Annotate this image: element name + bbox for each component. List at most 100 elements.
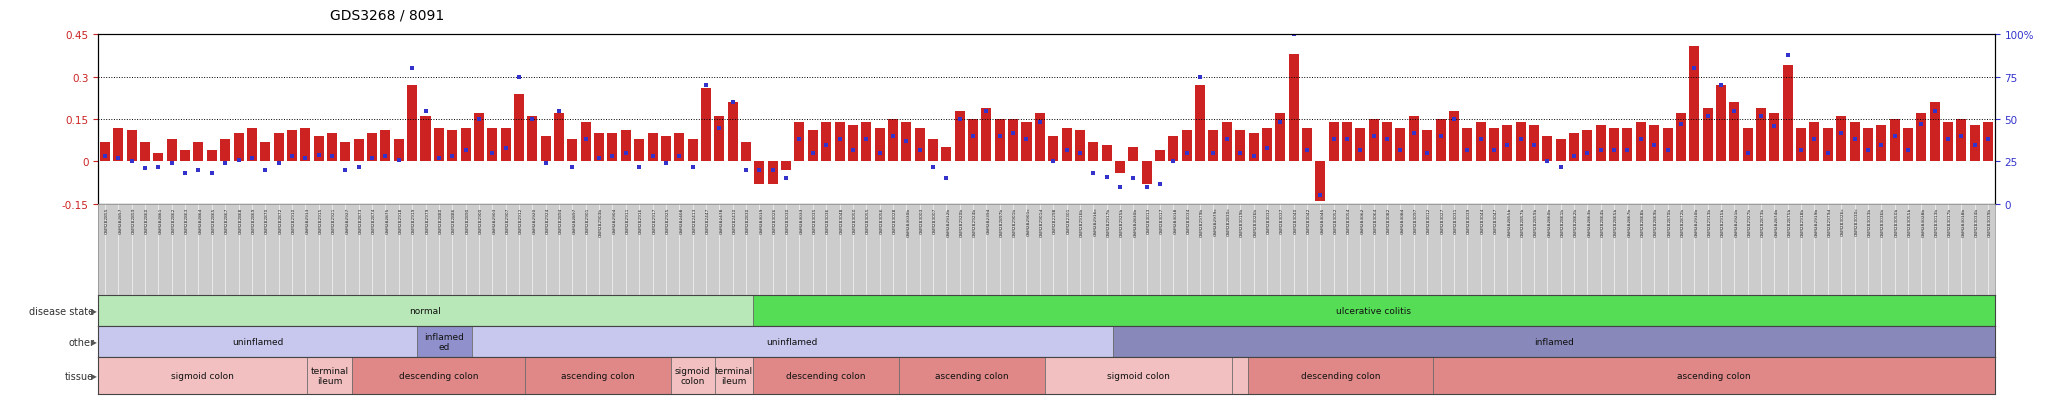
Bar: [446, 131, 457, 162]
Bar: [1890, 120, 1901, 162]
Bar: [1235, 131, 1245, 162]
Point: [463, 116, 496, 123]
Point: [1077, 171, 1110, 177]
Bar: [1729, 103, 1739, 162]
Text: GSM283018: GSM283018: [1174, 207, 1178, 233]
Bar: [752, 295, 1995, 326]
Text: GSM282911: GSM282911: [627, 207, 631, 233]
Point: [1063, 150, 1096, 157]
Point: [596, 154, 629, 160]
Bar: [1114, 162, 1124, 173]
Text: sigmoid colon: sigmoid colon: [172, 371, 233, 380]
Bar: [1556, 140, 1567, 162]
Point: [983, 133, 1016, 140]
Bar: [393, 140, 403, 162]
Bar: [1917, 114, 1927, 162]
Text: GSM282915: GSM282915: [319, 207, 324, 234]
Point: [782, 137, 815, 143]
Point: [1237, 154, 1270, 160]
Bar: [672, 357, 715, 394]
Text: GSM282859: GSM282859: [131, 207, 135, 234]
Point: [1051, 147, 1083, 154]
Text: GSM283045: GSM283045: [1321, 207, 1325, 234]
Text: GSM282903b: GSM282903b: [600, 207, 602, 236]
Text: GSM282900: GSM282900: [479, 207, 483, 233]
Bar: [1034, 114, 1044, 162]
Point: [1745, 113, 1778, 120]
Text: GSM282298: GSM282298: [1053, 207, 1057, 233]
Bar: [1542, 137, 1552, 162]
Text: GSM282855: GSM282855: [104, 207, 109, 234]
Bar: [635, 140, 645, 162]
Point: [502, 74, 535, 81]
Text: inflamed
ed: inflamed ed: [424, 332, 465, 351]
Bar: [1702, 109, 1712, 162]
Text: GSM282979c: GSM282979c: [1214, 207, 1217, 236]
Point: [1866, 142, 1898, 148]
Point: [356, 155, 389, 162]
Bar: [301, 128, 311, 162]
Bar: [1436, 120, 1446, 162]
Point: [410, 108, 442, 114]
Point: [1184, 74, 1217, 81]
Text: GSM283050: GSM283050: [852, 207, 856, 234]
Point: [1305, 192, 1337, 199]
Point: [1264, 120, 1296, 126]
Text: GSM282907: GSM282907: [506, 207, 510, 233]
Bar: [514, 95, 524, 162]
Point: [823, 137, 856, 143]
Bar: [381, 131, 391, 162]
Point: [395, 66, 428, 72]
Bar: [1409, 117, 1419, 162]
Point: [1892, 147, 1925, 154]
Text: GSM282301: GSM282301: [1067, 207, 1071, 233]
Point: [1464, 137, 1497, 143]
Point: [1384, 147, 1417, 154]
Bar: [995, 120, 1006, 162]
Point: [1571, 150, 1604, 157]
Bar: [1112, 326, 1995, 357]
Bar: [354, 140, 365, 162]
Bar: [727, 103, 737, 162]
Text: GSM282917: GSM282917: [653, 207, 657, 233]
Bar: [1208, 131, 1219, 162]
Text: GSM283048: GSM283048: [840, 207, 844, 233]
Bar: [942, 148, 952, 162]
Point: [1651, 147, 1683, 154]
Text: GSM282857b: GSM282857b: [1520, 207, 1524, 236]
Text: GSM282979: GSM282979: [426, 207, 430, 233]
Point: [850, 137, 883, 143]
Bar: [1395, 128, 1405, 162]
Text: GSM283052: GSM283052: [1333, 207, 1337, 234]
Bar: [1448, 111, 1458, 162]
Text: sigmoid colon: sigmoid colon: [1108, 371, 1169, 380]
Bar: [127, 131, 137, 162]
Point: [369, 154, 401, 160]
Bar: [221, 140, 229, 162]
Bar: [752, 357, 899, 394]
Bar: [862, 123, 870, 162]
Text: GSM283084: GSM283084: [1401, 207, 1405, 233]
Bar: [1087, 142, 1098, 162]
Text: GSM282894: GSM282894: [559, 207, 563, 233]
Bar: [688, 140, 698, 162]
Point: [1958, 142, 1991, 148]
Bar: [1303, 128, 1313, 162]
Text: terminal
ileum: terminal ileum: [715, 366, 754, 385]
Bar: [98, 357, 307, 394]
Text: GSM282867b: GSM282867b: [1628, 207, 1632, 236]
Point: [1157, 159, 1190, 165]
Text: GSM283039: GSM283039: [1466, 207, 1470, 233]
Text: GSM282904: GSM282904: [612, 207, 616, 233]
Text: GSM283044: GSM283044: [1481, 207, 1485, 233]
Text: GSM282863b: GSM282863b: [1587, 207, 1591, 236]
Point: [862, 150, 895, 157]
Point: [717, 100, 750, 106]
Point: [1503, 137, 1536, 143]
Point: [102, 155, 135, 162]
Text: GSM282918: GSM282918: [399, 207, 403, 233]
Text: GSM283012: GSM283012: [1427, 207, 1432, 233]
Point: [756, 167, 788, 174]
Bar: [834, 123, 844, 162]
Text: GSM282868: GSM282868: [238, 207, 242, 233]
